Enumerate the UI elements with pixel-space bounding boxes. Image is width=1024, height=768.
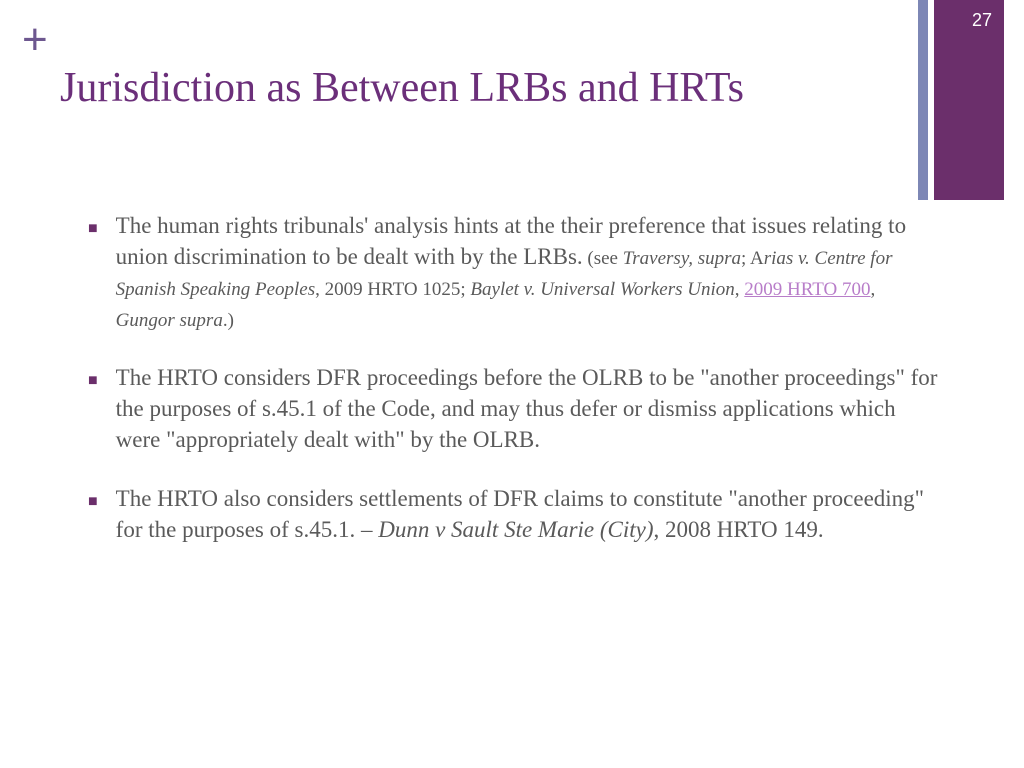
bullet-marker-icon: ■ bbox=[88, 218, 98, 240]
bullet-text: The HRTO also considers settlements of D… bbox=[116, 483, 938, 545]
bullet-item: ■ The human rights tribunals' analysis h… bbox=[88, 210, 938, 334]
citation-prefix: (see bbox=[583, 248, 623, 269]
slide-content: ■ The human rights tribunals' analysis h… bbox=[88, 210, 938, 573]
bullet-main-text: The HRTO considers DFR proceedings befor… bbox=[116, 365, 938, 452]
slide-number: 27 bbox=[972, 10, 992, 31]
bullet-item: ■ The HRTO considers DFR proceedings bef… bbox=[88, 362, 938, 455]
citation-tail: , 2008 HRTO 149. bbox=[654, 517, 824, 542]
slide-title: Jurisdiction as Between LRBs and HRTs bbox=[60, 62, 860, 115]
accent-bars: 27 bbox=[918, 0, 1004, 200]
case-citation: Dunn v Sault Ste Marie (City) bbox=[378, 517, 653, 542]
citation-separator: ; A bbox=[741, 248, 764, 269]
citation-separator: , bbox=[735, 279, 745, 300]
case-citation: Traversy, supra bbox=[623, 248, 741, 269]
bullet-text: The human rights tribunals' analysis hin… bbox=[116, 210, 938, 334]
bullet-marker-icon: ■ bbox=[88, 370, 98, 392]
bullet-item: ■ The HRTO also considers settlements of… bbox=[88, 483, 938, 545]
citation-separator: , bbox=[871, 279, 876, 300]
citation-suffix: .) bbox=[223, 310, 234, 331]
citation-separator: , 2009 HRTO 1025; bbox=[315, 279, 470, 300]
citation-link[interactable]: 2009 HRTO 700 bbox=[744, 279, 870, 300]
accent-thick-bar: 27 bbox=[934, 0, 1004, 200]
accent-thin-bar bbox=[918, 0, 928, 200]
bullet-text: The HRTO considers DFR proceedings befor… bbox=[116, 362, 938, 455]
case-citation: Baylet v. Universal Workers Union bbox=[470, 279, 734, 300]
plus-decoration-icon: + bbox=[22, 18, 48, 62]
bullet-marker-icon: ■ bbox=[88, 491, 98, 513]
case-citation: Gungor supra bbox=[116, 310, 223, 331]
